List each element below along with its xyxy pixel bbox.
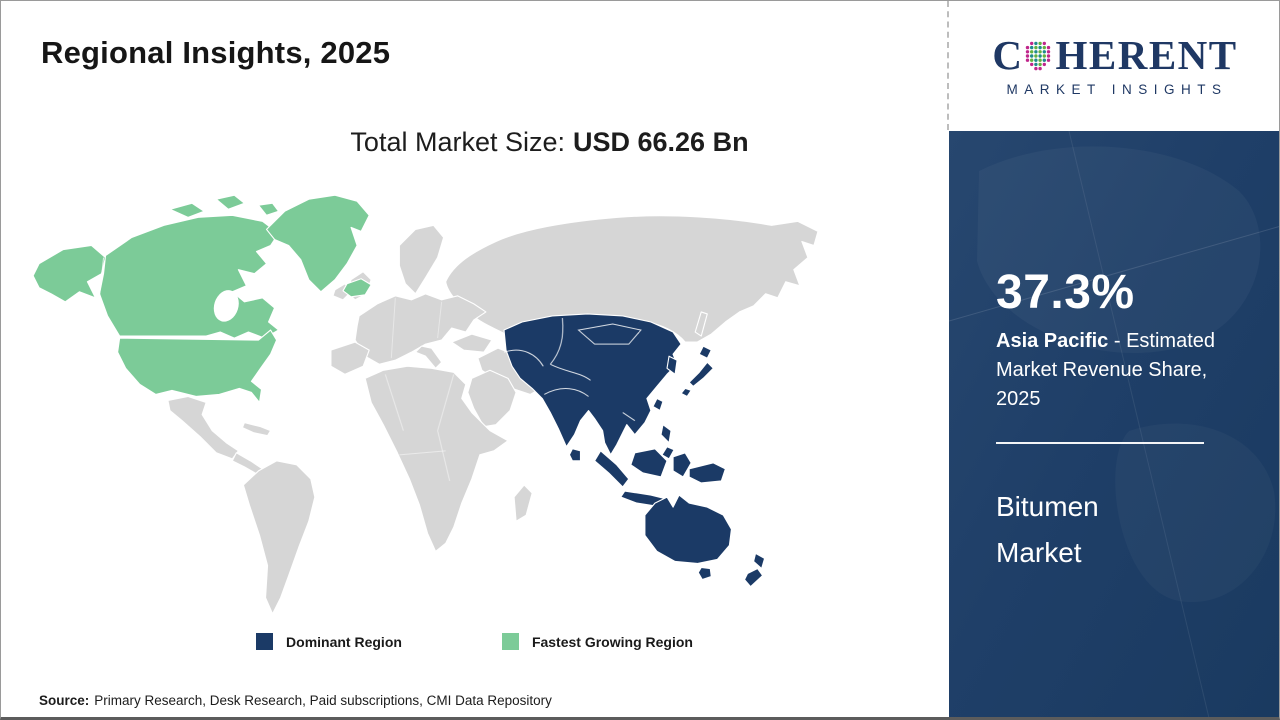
company-logo: C HERENT MARKET INSIGHTS (949, 1, 1279, 131)
logo-letter-c: C (992, 32, 1024, 78)
market-size-value: USD 66.26 Bn (573, 127, 749, 157)
fastest-region-label: Fastest Growing Region (531, 633, 693, 650)
share-rest: - Estimated Market Revenue Share, 2025 (996, 330, 1215, 410)
market-name: Bitumen Market (996, 491, 1099, 569)
main-content: Regional Insights, 2025 Total Market Siz… (1, 1, 948, 717)
legend: Dominant Region Fastest Growing Region (1, 633, 948, 650)
country-borders (98, 257, 642, 482)
source-text: Primary Research, Desk Research, Paid su… (94, 693, 552, 708)
dashed-separator (947, 1, 949, 130)
market-size-label: Total Market Size: (350, 127, 565, 157)
share-description: Asia Pacific - Estimated Market Revenue … (996, 327, 1236, 414)
source-label: Source: (39, 693, 90, 708)
page-title: Regional Insights, 2025 (41, 35, 391, 70)
legend-item-fastest: Fastest Growing Region (501, 633, 693, 650)
logo-globe-icon (1026, 41, 1051, 70)
share-value: 37.3% (996, 266, 1135, 319)
dominant-region-label: Dominant Region (286, 633, 402, 650)
world-map-svg (32, 194, 819, 615)
legend-item-dominant: Dominant Region (256, 633, 402, 650)
logo-tagline: MARKET INSIGHTS (1006, 82, 1228, 97)
region-asia-pacific (503, 313, 766, 588)
side-panel: 37.3% Asia Pacific - Estimated Market Re… (949, 131, 1279, 717)
panel-map-texture (949, 131, 1279, 717)
world-map (19, 181, 824, 629)
fastest-region-swatch (501, 633, 519, 650)
hudson-bay (213, 290, 239, 322)
logo-wordmark: C HERENT (992, 35, 1237, 76)
region-north-america (32, 194, 372, 404)
source-line: Source: Primary Research, Desk Research, … (39, 693, 552, 708)
share-region: Asia Pacific (996, 330, 1109, 352)
dominant-region-swatch (256, 633, 274, 650)
panel-divider (996, 442, 1204, 444)
logo-letters-rest: HERENT (1055, 32, 1238, 78)
market-size-subtitle: Total Market Size: USD 66.26 Bn (1, 127, 948, 158)
